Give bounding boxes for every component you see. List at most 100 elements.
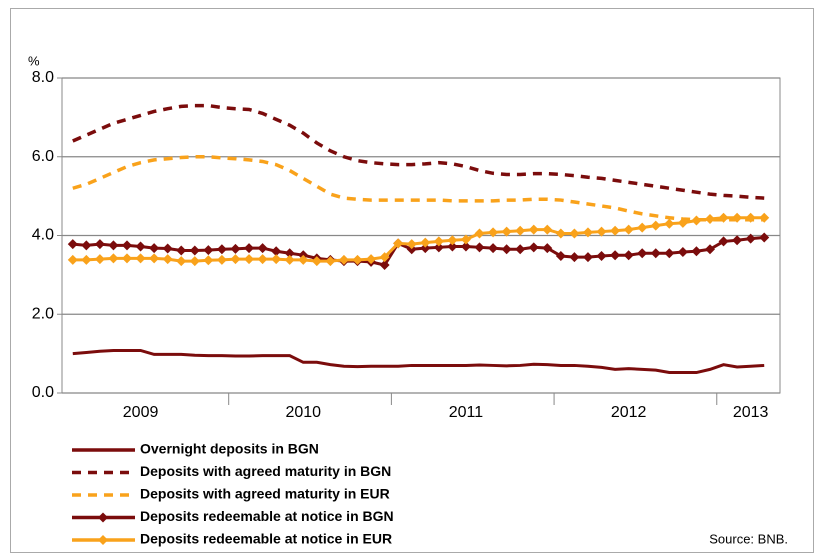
point <box>149 253 160 264</box>
point <box>704 244 715 255</box>
series-line <box>72 155 765 222</box>
point <box>257 254 268 265</box>
point <box>447 241 458 252</box>
point <box>216 254 227 265</box>
point <box>610 225 621 236</box>
point <box>189 256 200 267</box>
point <box>460 234 471 245</box>
point <box>203 255 214 266</box>
point <box>447 235 458 246</box>
point <box>488 243 499 254</box>
point <box>664 218 675 229</box>
point <box>284 254 295 265</box>
point <box>555 250 566 261</box>
point <box>569 228 580 239</box>
point <box>230 254 241 265</box>
point <box>338 254 349 265</box>
point <box>135 241 146 252</box>
point <box>433 242 444 253</box>
x-tick-label: 2012 <box>611 404 647 421</box>
point <box>94 239 105 250</box>
point <box>637 222 648 233</box>
point <box>691 215 702 226</box>
point <box>677 247 688 258</box>
y-tick-label: 6.0 <box>32 148 54 165</box>
point <box>298 254 309 265</box>
point <box>569 252 580 263</box>
point <box>718 212 729 223</box>
point <box>732 235 743 246</box>
y-tick-label: 0.0 <box>32 384 54 401</box>
point <box>488 227 499 238</box>
legend-label: Overnight deposits in BGN <box>140 441 319 457</box>
point <box>732 212 743 223</box>
series-line <box>72 235 765 267</box>
point <box>528 224 539 235</box>
point <box>257 243 268 254</box>
point <box>582 227 593 238</box>
point <box>623 250 634 261</box>
point <box>108 240 119 251</box>
point <box>623 224 634 235</box>
point <box>596 250 607 261</box>
point <box>108 253 119 264</box>
point <box>122 240 133 251</box>
point <box>555 228 566 239</box>
point <box>67 239 78 250</box>
point <box>718 236 729 247</box>
point <box>515 225 526 236</box>
series-line <box>72 348 765 375</box>
point <box>542 224 553 235</box>
point <box>393 238 404 249</box>
point <box>515 244 526 255</box>
y-tick-label: 2.0 <box>32 305 54 322</box>
point <box>637 248 648 259</box>
point <box>149 243 160 254</box>
point <box>379 252 390 263</box>
point <box>650 220 661 231</box>
point <box>271 254 282 265</box>
series-line <box>72 216 765 263</box>
point <box>610 250 621 261</box>
point <box>406 244 417 255</box>
point <box>759 212 770 223</box>
point <box>284 248 295 259</box>
point <box>542 243 553 254</box>
point <box>691 246 702 257</box>
point <box>176 256 187 267</box>
x-tick-label: 2010 <box>285 404 321 421</box>
point <box>759 232 770 243</box>
frame <box>10 8 814 553</box>
x-tick-label: 2013 <box>733 404 769 421</box>
point <box>704 213 715 224</box>
legend-label: Deposits redeemable at notice in EUR <box>140 531 392 547</box>
point <box>189 245 200 256</box>
point <box>379 260 390 271</box>
point <box>528 242 539 253</box>
point <box>460 241 471 252</box>
point <box>67 254 78 265</box>
point <box>325 256 336 267</box>
point <box>122 253 133 264</box>
x-tick-label: 2009 <box>123 404 159 421</box>
point <box>664 248 675 259</box>
point <box>745 233 756 244</box>
point <box>81 254 92 265</box>
point <box>745 212 756 223</box>
y-tick-label: 4.0 <box>32 227 54 244</box>
point <box>501 226 512 237</box>
point <box>162 254 173 265</box>
point <box>135 253 146 264</box>
point <box>162 243 173 254</box>
legend-marker <box>98 512 108 523</box>
legend-label: Deposits redeemable at notice in BGN <box>140 508 394 524</box>
y-tick-label: 8.0 <box>32 69 54 86</box>
point <box>352 254 363 265</box>
point <box>582 252 593 263</box>
point <box>433 236 444 247</box>
point <box>406 239 417 250</box>
legend-label: Deposits with agreed maturity in BGN <box>140 463 391 479</box>
point <box>474 228 485 239</box>
point <box>311 256 322 267</box>
